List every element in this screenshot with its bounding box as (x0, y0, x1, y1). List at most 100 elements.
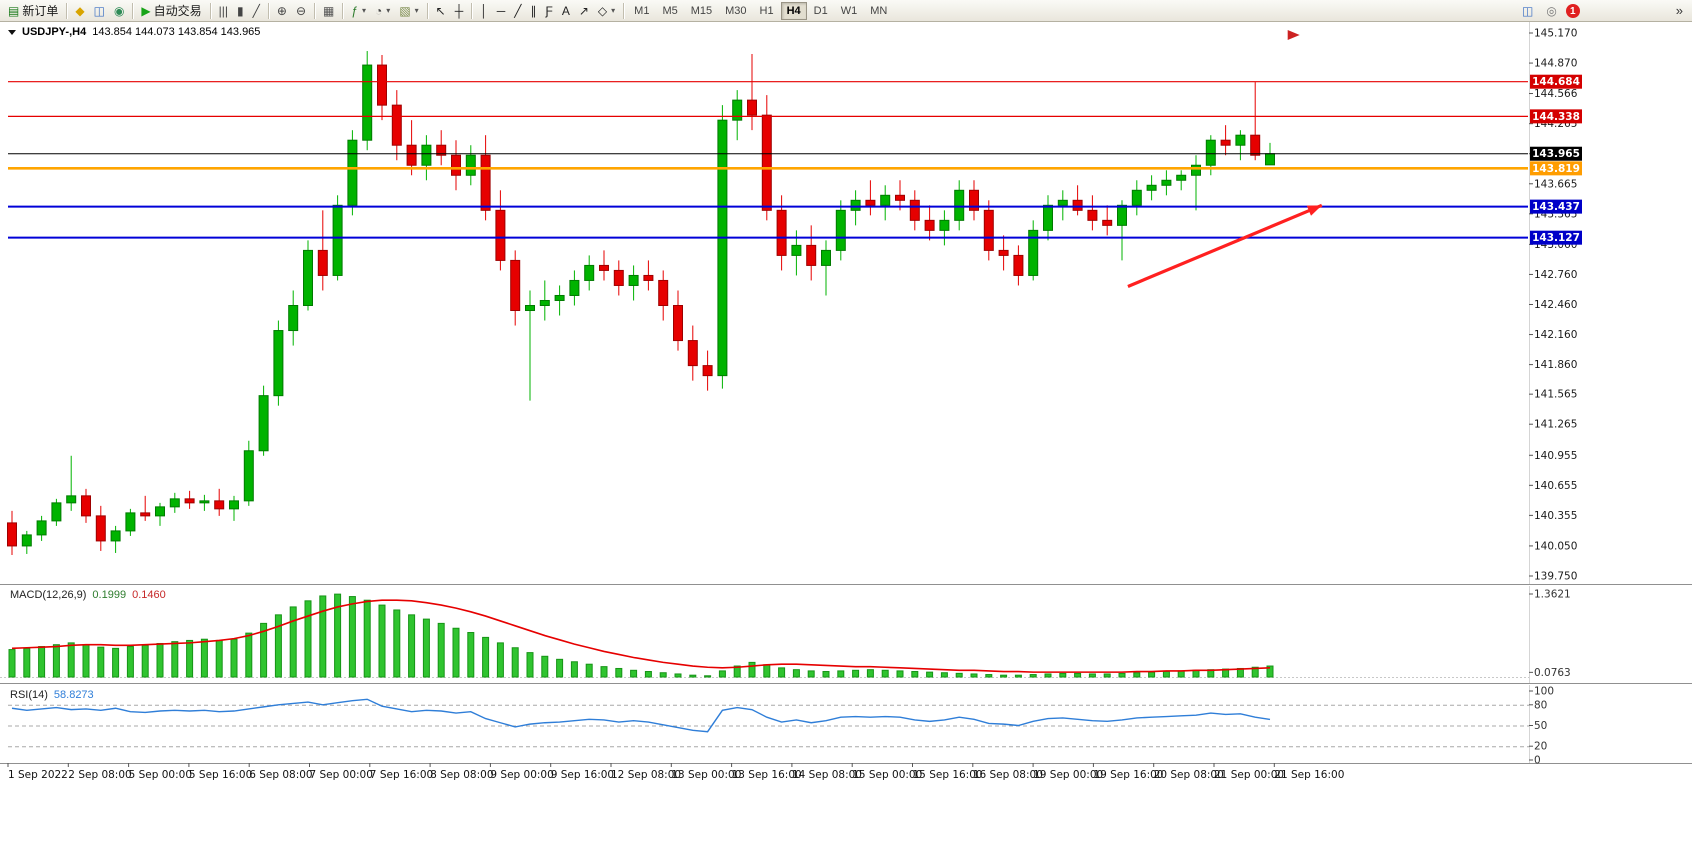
macd-indicator-label: MACD(12,26,9) 0.1999 0.1460 (10, 589, 166, 601)
data-window-button[interactable]: ◉ (110, 2, 128, 20)
time-axis[interactable]: 1 Sep 2022 2 Sep 08:005 Sep 00:005 Sep 16… (7, 763, 1344, 781)
vertical-line-button[interactable]: │ (476, 2, 492, 20)
time-tick-label: 19 Sep 16:00 (1093, 769, 1163, 781)
toolbar: ▤ 新订单 ◆ ◫ ◉ ▶ 自动交易 ||| ▮ ╱ ⊕ ⊖ ▦ ƒ ▾ ◔ ▾ ▧ ▾ ↖ ┼ │ ─ ╱ ∥ Ƒ A ↗ ◇ ▾ M1 M… (0, 0, 1692, 22)
timeframe-h4-button[interactable]: H4 (780, 1, 807, 20)
shapes-dropdown-icon[interactable]: ▾ (611, 6, 616, 15)
price-tick-label: 139.750 (1534, 570, 1577, 582)
price-tick-label: 140.655 (1534, 480, 1577, 492)
candles-mode-icon: ▮ (237, 3, 244, 18)
price-tick-label: 140.955 (1534, 450, 1577, 462)
toolbar-separator (342, 2, 344, 19)
svg-text:144.684: 144.684 (1532, 76, 1580, 88)
charts-list-button[interactable]: ◆ (71, 2, 88, 20)
community-button[interactable]: ◫ (1518, 2, 1537, 20)
price-tick-label: 141.860 (1534, 359, 1577, 371)
timeframe-m1-button[interactable]: M1 (628, 2, 655, 20)
shapes-button[interactable]: ◇ ▾ (594, 2, 619, 20)
ohlc-values: 143.854 144.073 143.854 143.965 (92, 26, 261, 38)
toolbar-separator (209, 2, 211, 19)
price-tick-label: 141.265 (1534, 419, 1577, 431)
fibonacci-button[interactable]: Ƒ (542, 2, 557, 20)
fibonacci-icon: Ƒ (545, 3, 553, 18)
time-tick-label: 7 Sep 16:00 (370, 769, 433, 781)
tile-windows-button[interactable]: ▦ (319, 2, 338, 20)
autotrading-label: 自动交易 (153, 4, 202, 18)
equidistant-channel-button[interactable]: ∥ (527, 2, 541, 20)
periods-dropdown-icon[interactable]: ▾ (386, 6, 391, 15)
time-tick-label: 16 Sep 08:00 (973, 769, 1043, 781)
templates-button[interactable]: ▧ ▾ (395, 2, 422, 20)
price-chart[interactable]: 145.170144.870144.566144.265143.965143.6… (0, 22, 1692, 850)
timeframe-w1-button[interactable]: W1 (835, 2, 864, 20)
templates-dropdown-icon[interactable]: ▾ (414, 6, 419, 15)
time-tick-label: 8 Sep 08:00 (430, 769, 493, 781)
notification-badge[interactable]: 1 (1565, 4, 1580, 18)
zoom-in-icon: ⊕ (276, 3, 287, 18)
autotrading-icon: ▶ (141, 3, 151, 18)
indicators-button[interactable]: ƒ ▾ (347, 2, 370, 20)
macd-axis-label: 1.3621 (1534, 589, 1571, 601)
svg-text:144.338: 144.338 (1532, 111, 1580, 123)
price-badge: 143.127 (1530, 230, 1582, 245)
rsi-indicator-label: RSI(14) 58.8273 (10, 689, 94, 701)
price-tick-label: 142.160 (1534, 329, 1577, 341)
svg-text:143.127: 143.127 (1532, 232, 1580, 244)
timeframe-h1-button[interactable]: H1 (754, 2, 780, 20)
horizontal-line-button[interactable]: ─ (493, 2, 510, 20)
svg-text:143.819: 143.819 (1532, 163, 1580, 175)
autotrading-button[interactable]: ▶ 自动交易 (137, 2, 205, 20)
rsi-axis-label: 0 (1534, 755, 1541, 767)
symbol-period-label: USDJPY-,H4 (22, 26, 87, 38)
indicators-dropdown-icon[interactable]: ▾ (362, 6, 367, 15)
price-badge: 143.965 (1530, 146, 1582, 161)
macd-main-value: 0.1999 (92, 589, 127, 601)
candles-mode-button[interactable]: ▮ (233, 2, 248, 20)
price-tick-label: 140.355 (1534, 510, 1577, 522)
time-tick-label: 19 Sep 00:00 (1033, 769, 1103, 781)
timeframe-m5-button[interactable]: M5 (656, 2, 683, 20)
zoom-out-button[interactable]: ⊖ (292, 2, 310, 20)
arrows-button[interactable]: ↗ (575, 2, 593, 20)
templates-icon: ▧ (399, 3, 411, 18)
price-tick-label: 142.760 (1534, 269, 1577, 281)
candles[interactable] (7, 51, 1275, 555)
chart-window[interactable]: 145.170144.870144.566144.265143.965143.6… (0, 22, 1692, 850)
level-lines[interactable] (8, 81, 1528, 239)
cursor-button[interactable]: ↖ (432, 2, 450, 20)
symbol-caret-icon[interactable] (8, 29, 16, 35)
tile-windows-icon: ▦ (323, 3, 335, 18)
price-tick-label: 143.665 (1534, 178, 1577, 190)
line-mode-button[interactable]: ╱ (249, 2, 264, 20)
macd-panel[interactable]: 1.3621 0.0763 (0, 589, 1571, 679)
search-button[interactable]: ◎ (1542, 2, 1560, 20)
text-button[interactable]: A (558, 2, 574, 20)
time-tick-label: 9 Sep 16:00 (551, 769, 614, 781)
trend-arrow-annotation[interactable] (1127, 203, 1323, 288)
toolbar-separator (314, 2, 315, 19)
timeframe-mn-button[interactable]: MN (864, 2, 893, 20)
time-tick-label: 5 Sep 00:00 (129, 769, 192, 781)
timeframe-m15-button[interactable]: M15 (685, 2, 718, 20)
vertical-line-icon: │ (480, 3, 488, 18)
crosshair-icon: ┼ (454, 3, 464, 18)
macd-signal-line (11, 599, 1271, 673)
new-order-button[interactable]: ▤ 新订单 (4, 2, 62, 20)
toolbar-right-icons: ◫ ◎ 1 (1518, 0, 1580, 22)
macd-name: MACD(12,26,9) (10, 589, 87, 601)
zoom-in-button[interactable]: ⊕ (273, 2, 291, 20)
time-tick-label: 13 Sep 16:00 (732, 769, 802, 781)
crosshair-button[interactable]: ┼ (451, 2, 468, 20)
trendline-button[interactable]: ╱ (510, 2, 525, 20)
toolbar-overflow-button[interactable]: » (1670, 2, 1689, 19)
periods-button[interactable]: ◔ ▾ (371, 2, 394, 20)
timeframe-m30-button[interactable]: M30 (719, 2, 752, 20)
community-icon: ◫ (1522, 4, 1534, 18)
bars-mode-button[interactable]: ||| (215, 2, 232, 20)
new-order-icon: ▤ (8, 3, 20, 18)
profiles-button[interactable]: ◫ (90, 2, 109, 20)
price-badge: 143.437 (1530, 199, 1582, 214)
zoom-out-icon: ⊖ (295, 3, 306, 18)
timeframe-d1-button[interactable]: D1 (808, 2, 834, 20)
